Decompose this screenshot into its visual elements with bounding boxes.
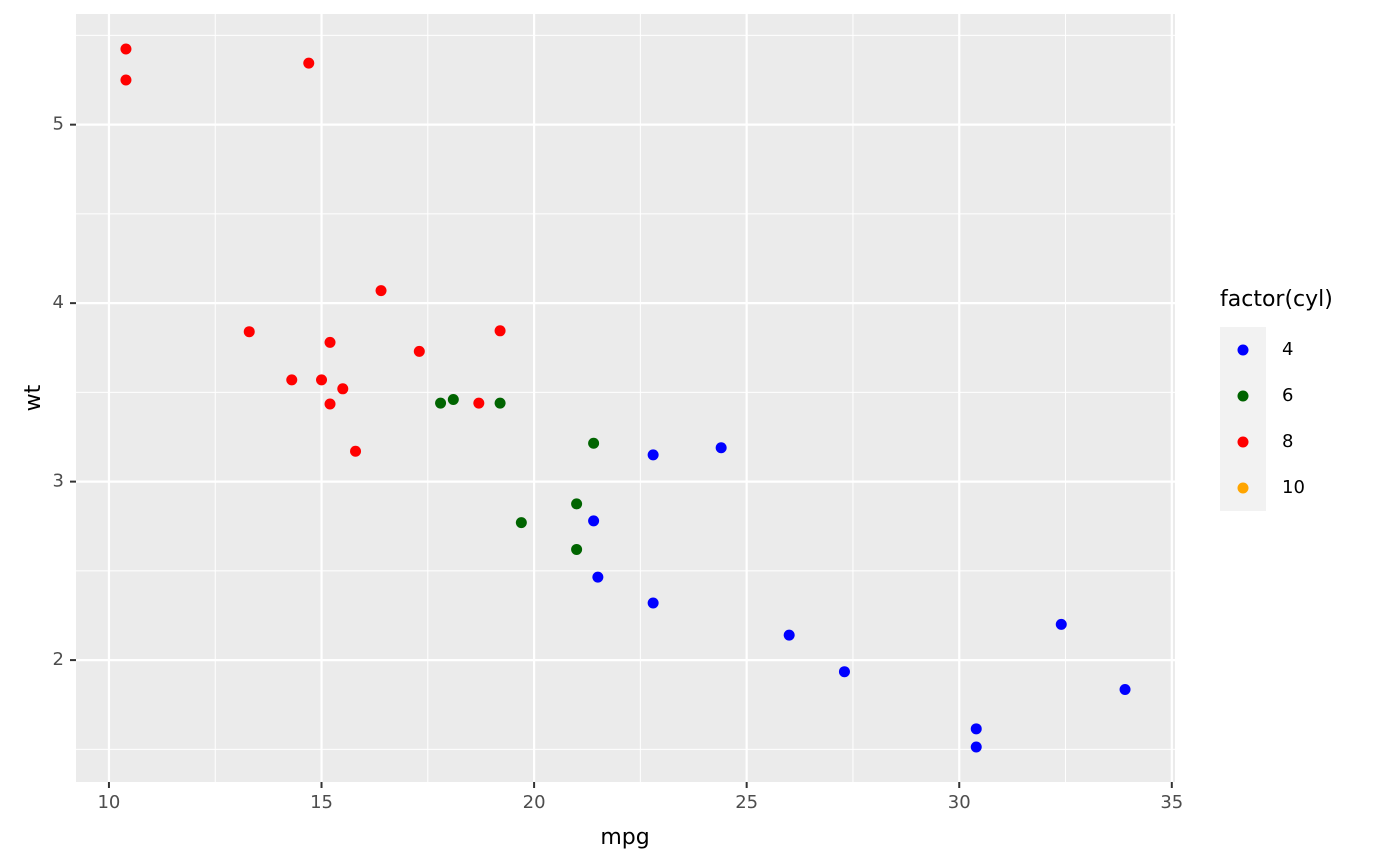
x-axis-title: mpg xyxy=(600,825,649,850)
point xyxy=(588,437,600,449)
point xyxy=(1055,618,1067,630)
legend-label: 6 xyxy=(1282,385,1293,406)
legend-key xyxy=(1237,390,1249,402)
point xyxy=(316,374,328,386)
y-tick-label: 2 xyxy=(53,649,64,670)
panel xyxy=(76,14,1175,782)
y-tick-label: 3 xyxy=(53,471,64,492)
point xyxy=(324,398,336,410)
point xyxy=(647,597,659,609)
y-tick-label: 5 xyxy=(53,114,64,135)
point xyxy=(350,445,362,457)
point xyxy=(120,43,132,55)
point xyxy=(243,326,255,338)
x-tick-label: 20 xyxy=(523,792,546,813)
x-tick-label: 30 xyxy=(948,792,971,813)
legend-key-background xyxy=(1220,327,1266,511)
point xyxy=(303,57,315,69)
legend-title: factor(cyl) xyxy=(1220,287,1333,312)
legend-label: 10 xyxy=(1282,477,1305,498)
legend-key xyxy=(1237,344,1249,356)
point xyxy=(324,336,336,348)
legend-label: 4 xyxy=(1282,339,1293,360)
point xyxy=(413,345,425,357)
point xyxy=(435,397,447,409)
x-tick-label: 25 xyxy=(735,792,758,813)
point xyxy=(494,397,506,409)
point xyxy=(571,498,583,510)
point xyxy=(120,74,132,86)
point xyxy=(783,629,795,641)
x-tick-label: 15 xyxy=(310,792,333,813)
point xyxy=(494,325,506,337)
legend-key xyxy=(1237,436,1249,448)
point xyxy=(588,515,600,527)
point xyxy=(970,741,982,753)
point xyxy=(970,723,982,735)
point xyxy=(647,449,659,461)
point xyxy=(286,374,298,386)
point xyxy=(715,442,727,454)
point xyxy=(838,666,850,678)
legend-key xyxy=(1237,482,1249,494)
x-tick-label: 35 xyxy=(1160,792,1183,813)
x-tick-label: 10 xyxy=(97,792,120,813)
point xyxy=(515,517,527,529)
legend-label: 8 xyxy=(1282,431,1293,452)
point xyxy=(375,285,387,297)
point xyxy=(1119,684,1131,696)
point xyxy=(337,383,349,395)
point xyxy=(473,397,485,409)
point xyxy=(592,571,604,583)
y-tick-label: 4 xyxy=(53,292,64,313)
y-axis-title: wt xyxy=(21,384,46,411)
point xyxy=(447,394,459,406)
point xyxy=(571,543,583,555)
